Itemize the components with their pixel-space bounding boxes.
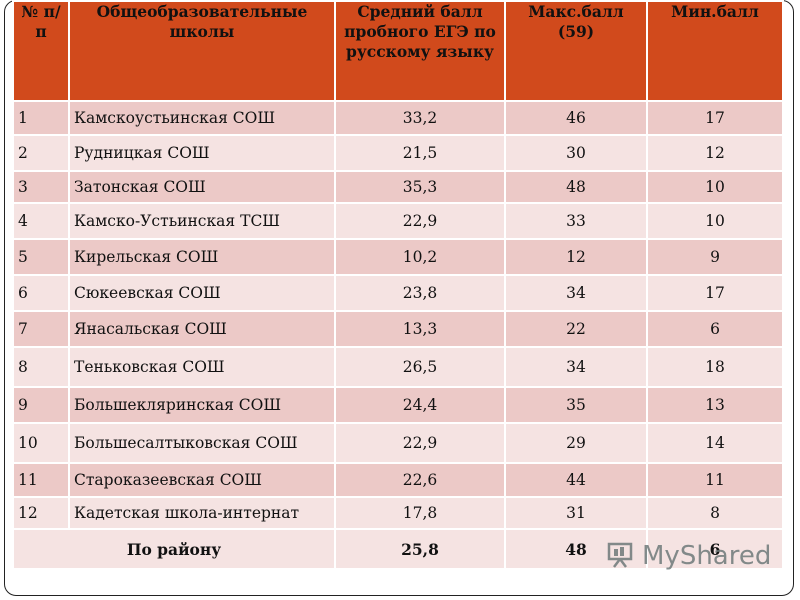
- cell-num: 7: [12, 310, 70, 348]
- header-school: Общеобразовательные школы: [68, 0, 336, 102]
- cell-avg: 21,5: [334, 134, 506, 172]
- results-table: № п/п Общеобразовательные школы Средний …: [12, 0, 784, 570]
- cell-min: 14: [646, 422, 784, 464]
- table-row: 4 Камско-Устьинская ТСШ 22,9 33 10: [12, 202, 784, 240]
- cell-max: 34: [504, 346, 648, 388]
- cell-min: 11: [646, 462, 784, 498]
- cell-num: 9: [12, 386, 70, 424]
- table-row: 6 Сюкеевская СОШ 23,8 34 17: [12, 274, 784, 312]
- cell-min: 12: [646, 134, 784, 172]
- table-row: 8 Теньковская СОШ 26,5 34 18: [12, 346, 784, 388]
- total-avg: 25,8: [334, 528, 506, 570]
- table-row: 12 Кадетская школа-интернат 17,8 31 8: [12, 496, 784, 530]
- cell-school: Камско-Устьинская ТСШ: [68, 202, 336, 240]
- cell-max: 34: [504, 274, 648, 312]
- cell-max: 46: [504, 100, 648, 136]
- header-max: Макс.балл (59): [504, 0, 648, 102]
- table-row: 10 Большесалтыковская СОШ 22,9 29 14: [12, 422, 784, 464]
- cell-min: 18: [646, 346, 784, 388]
- cell-max: 48: [504, 170, 648, 204]
- cell-num: 3: [12, 170, 70, 204]
- table-row: 1 Камскоустьинская СОШ 33,2 46 17: [12, 100, 784, 136]
- table-row: 3 Затонская СОШ 35,3 48 10: [12, 170, 784, 204]
- cell-avg: 24,4: [334, 386, 506, 424]
- cell-avg: 10,2: [334, 238, 506, 276]
- cell-school: Камскоустьинская СОШ: [68, 100, 336, 136]
- cell-num: 11: [12, 462, 70, 498]
- watermark: MyShared: [606, 538, 771, 574]
- cell-school: Большекляринская СОШ: [68, 386, 336, 424]
- header-min: Мин.балл: [646, 0, 784, 102]
- cell-min: 8: [646, 496, 784, 530]
- header-num: № п/п: [12, 0, 70, 102]
- cell-school: Янасальская СОШ: [68, 310, 336, 348]
- cell-avg: 23,8: [334, 274, 506, 312]
- cell-num: 5: [12, 238, 70, 276]
- cell-school: Кадетская школа-интернат: [68, 496, 336, 530]
- table-row: 11 Староказеевская СОШ 22,6 44 11: [12, 462, 784, 498]
- cell-num: 8: [12, 346, 70, 388]
- cell-max: 30: [504, 134, 648, 172]
- cell-max: 29: [504, 422, 648, 464]
- cell-school: Теньковская СОШ: [68, 346, 336, 388]
- cell-min: 17: [646, 274, 784, 312]
- header-avg: Средний балл пробного ЕГЭ по русскому яз…: [334, 0, 506, 102]
- cell-school: Затонская СОШ: [68, 170, 336, 204]
- cell-avg: 26,5: [334, 346, 506, 388]
- cell-min: 9: [646, 238, 784, 276]
- cell-school: Кирельская СОШ: [68, 238, 336, 276]
- cell-avg: 35,3: [334, 170, 506, 204]
- cell-avg: 33,2: [334, 100, 506, 136]
- cell-avg: 17,8: [334, 496, 506, 530]
- cell-school: Большесалтыковская СОШ: [68, 422, 336, 464]
- cell-min: 6: [646, 310, 784, 348]
- total-min: 6: [646, 528, 784, 570]
- cell-max: 33: [504, 202, 648, 240]
- cell-num: 6: [12, 274, 70, 312]
- cell-max: 12: [504, 238, 648, 276]
- cell-num: 2: [12, 134, 70, 172]
- cell-avg: 22,6: [334, 462, 506, 498]
- cell-school: Рудницкая СОШ: [68, 134, 336, 172]
- cell-num: 1: [12, 100, 70, 136]
- watermark-text: MyShared: [642, 541, 772, 571]
- cell-max: 22: [504, 310, 648, 348]
- cell-avg: 22,9: [334, 202, 506, 240]
- cell-max: 31: [504, 496, 648, 530]
- cell-min: 13: [646, 386, 784, 424]
- total-label: По району: [12, 528, 336, 570]
- cell-num: 10: [12, 422, 70, 464]
- cell-num: 4: [12, 202, 70, 240]
- cell-max: 35: [504, 386, 648, 424]
- cell-min: 10: [646, 170, 784, 204]
- cell-school: Сюкеевская СОШ: [68, 274, 336, 312]
- cell-school: Староказеевская СОШ: [68, 462, 336, 498]
- header-row: № п/п Общеобразовательные школы Средний …: [12, 0, 784, 102]
- cell-num: 12: [12, 496, 70, 530]
- cell-avg: 22,9: [334, 422, 506, 464]
- cell-min: 17: [646, 100, 784, 136]
- table-row: 2 Рудницкая СОШ 21,5 30 12: [12, 134, 784, 172]
- table-row: 9 Большекляринская СОШ 24,4 35 13: [12, 386, 784, 424]
- table-row: 7 Янасальская СОШ 13,3 22 6: [12, 310, 784, 348]
- table-row: 5 Кирельская СОШ 10,2 12 9: [12, 238, 784, 276]
- cell-max: 44: [504, 462, 648, 498]
- cell-avg: 13,3: [334, 310, 506, 348]
- presentation-board-icon: [607, 542, 633, 568]
- cell-min: 10: [646, 202, 784, 240]
